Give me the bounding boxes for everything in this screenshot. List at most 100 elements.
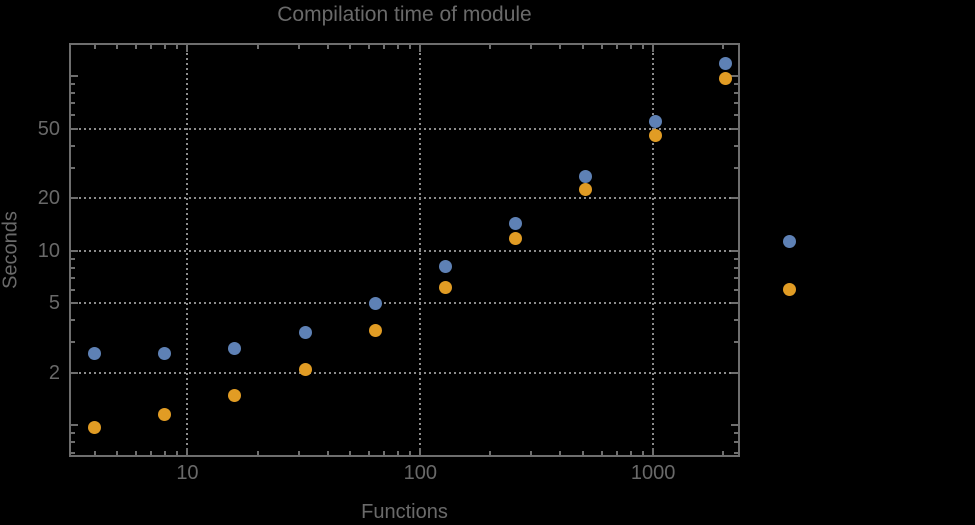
y-tick-right: [734, 341, 738, 344]
x-tick-bottom: [150, 451, 153, 455]
y-tick-left: [71, 197, 78, 200]
x-tick-top: [134, 45, 137, 49]
x-tick-bottom: [652, 448, 655, 455]
gridline-x-10: [186, 43, 189, 457]
x-tick-bottom: [530, 451, 533, 455]
x-tick-bottom: [722, 451, 725, 455]
y-tick-left: [71, 102, 75, 105]
data-point-series-1-blue: [719, 57, 733, 71]
x-tick-top: [600, 45, 603, 49]
data-point-series-2-orange: [438, 280, 452, 294]
x-tick-bottom: [383, 451, 386, 455]
x-tick-bottom: [175, 451, 178, 455]
x-tick-top: [186, 45, 189, 52]
y-tick-right: [734, 113, 738, 116]
y-tick-left: [71, 75, 78, 78]
y-tick-label-2: 2: [48, 361, 60, 384]
x-tick-top: [722, 45, 725, 49]
y-tick-label-10: 10: [37, 239, 60, 262]
gridline-y-2: [69, 371, 740, 374]
x-tick-top: [530, 45, 533, 49]
data-point-series-1-blue: [438, 260, 452, 274]
y-tick-left: [71, 432, 75, 435]
x-axis-title: Functions: [361, 501, 448, 523]
y-tick-left: [71, 257, 75, 260]
y-tick-left: [71, 166, 75, 169]
y-tick-right: [731, 197, 738, 200]
chart-title: Compilation time of module: [277, 3, 532, 26]
y-tick-right: [734, 432, 738, 435]
data-point-series-1-blue: [228, 342, 242, 356]
y-tick-left: [71, 113, 75, 116]
legend-marker-orange: [782, 282, 796, 296]
y-tick-right: [731, 424, 738, 427]
y-tick-right: [734, 166, 738, 169]
y-tick-left: [71, 249, 78, 252]
x-tick-top: [582, 45, 585, 49]
x-tick-label-10: 10: [176, 462, 199, 484]
x-tick-top: [419, 45, 422, 52]
y-tick-right: [734, 83, 738, 86]
gridline-y-10: [69, 249, 740, 252]
x-tick-bottom: [349, 451, 352, 455]
y-tick-right: [734, 257, 738, 260]
x-tick-label-1000: 1000: [630, 462, 676, 484]
y-tick-right: [734, 266, 738, 269]
x-tick-top: [150, 45, 153, 49]
y-tick-right: [734, 276, 738, 279]
plot-frame: [69, 43, 740, 457]
y-tick-left: [71, 302, 78, 305]
x-tick-top: [297, 45, 300, 49]
data-point-series-1-blue: [158, 346, 172, 360]
gridline-y-20: [69, 197, 740, 200]
data-point-series-2-orange: [578, 183, 592, 197]
y-tick-left: [71, 319, 75, 322]
x-tick-bottom: [134, 451, 137, 455]
y-tick-label-20: 20: [37, 187, 60, 210]
y-tick-left: [71, 144, 75, 147]
data-point-series-2-orange: [158, 408, 172, 422]
data-point-series-1-blue: [649, 115, 663, 129]
gridline-x-100: [419, 43, 422, 457]
x-tick-top: [629, 45, 632, 49]
y-tick-right: [731, 75, 738, 78]
y-tick-left: [71, 83, 75, 86]
y-tick-right: [734, 319, 738, 322]
x-tick-bottom: [326, 451, 329, 455]
y-tick-left: [71, 288, 75, 291]
y-tick-right: [731, 249, 738, 252]
x-tick-top: [349, 45, 352, 49]
x-tick-bottom: [559, 451, 562, 455]
x-tick-top: [641, 45, 644, 49]
data-point-series-1-blue: [298, 326, 312, 340]
x-tick-bottom: [256, 451, 259, 455]
data-point-series-1-blue: [578, 170, 592, 184]
legend-marker-blue: [782, 234, 796, 248]
x-tick-top: [256, 45, 259, 49]
y-tick-left: [71, 341, 75, 344]
x-tick-top: [559, 45, 562, 49]
data-point-series-2-orange: [508, 232, 522, 246]
data-point-series-2-orange: [649, 128, 663, 142]
x-tick-bottom: [489, 451, 492, 455]
y-tick-left: [71, 92, 75, 95]
y-tick-right: [731, 302, 738, 305]
x-tick-bottom: [367, 451, 370, 455]
data-point-series-2-orange: [228, 389, 242, 403]
x-tick-bottom: [616, 451, 619, 455]
data-point-series-2-orange: [298, 362, 312, 376]
data-point-series-1-blue: [508, 217, 522, 231]
y-tick-left: [71, 266, 75, 269]
y-tick-left: [71, 371, 78, 374]
x-tick-bottom: [408, 451, 411, 455]
x-tick-top: [383, 45, 386, 49]
x-tick-bottom: [93, 451, 96, 455]
gridline-y-50: [69, 127, 740, 130]
x-tick-top: [616, 45, 619, 49]
y-tick-right: [734, 441, 738, 444]
y-tick-right: [734, 288, 738, 291]
x-tick-bottom: [297, 451, 300, 455]
data-point-series-1-blue: [368, 296, 382, 310]
y-tick-right: [734, 102, 738, 105]
